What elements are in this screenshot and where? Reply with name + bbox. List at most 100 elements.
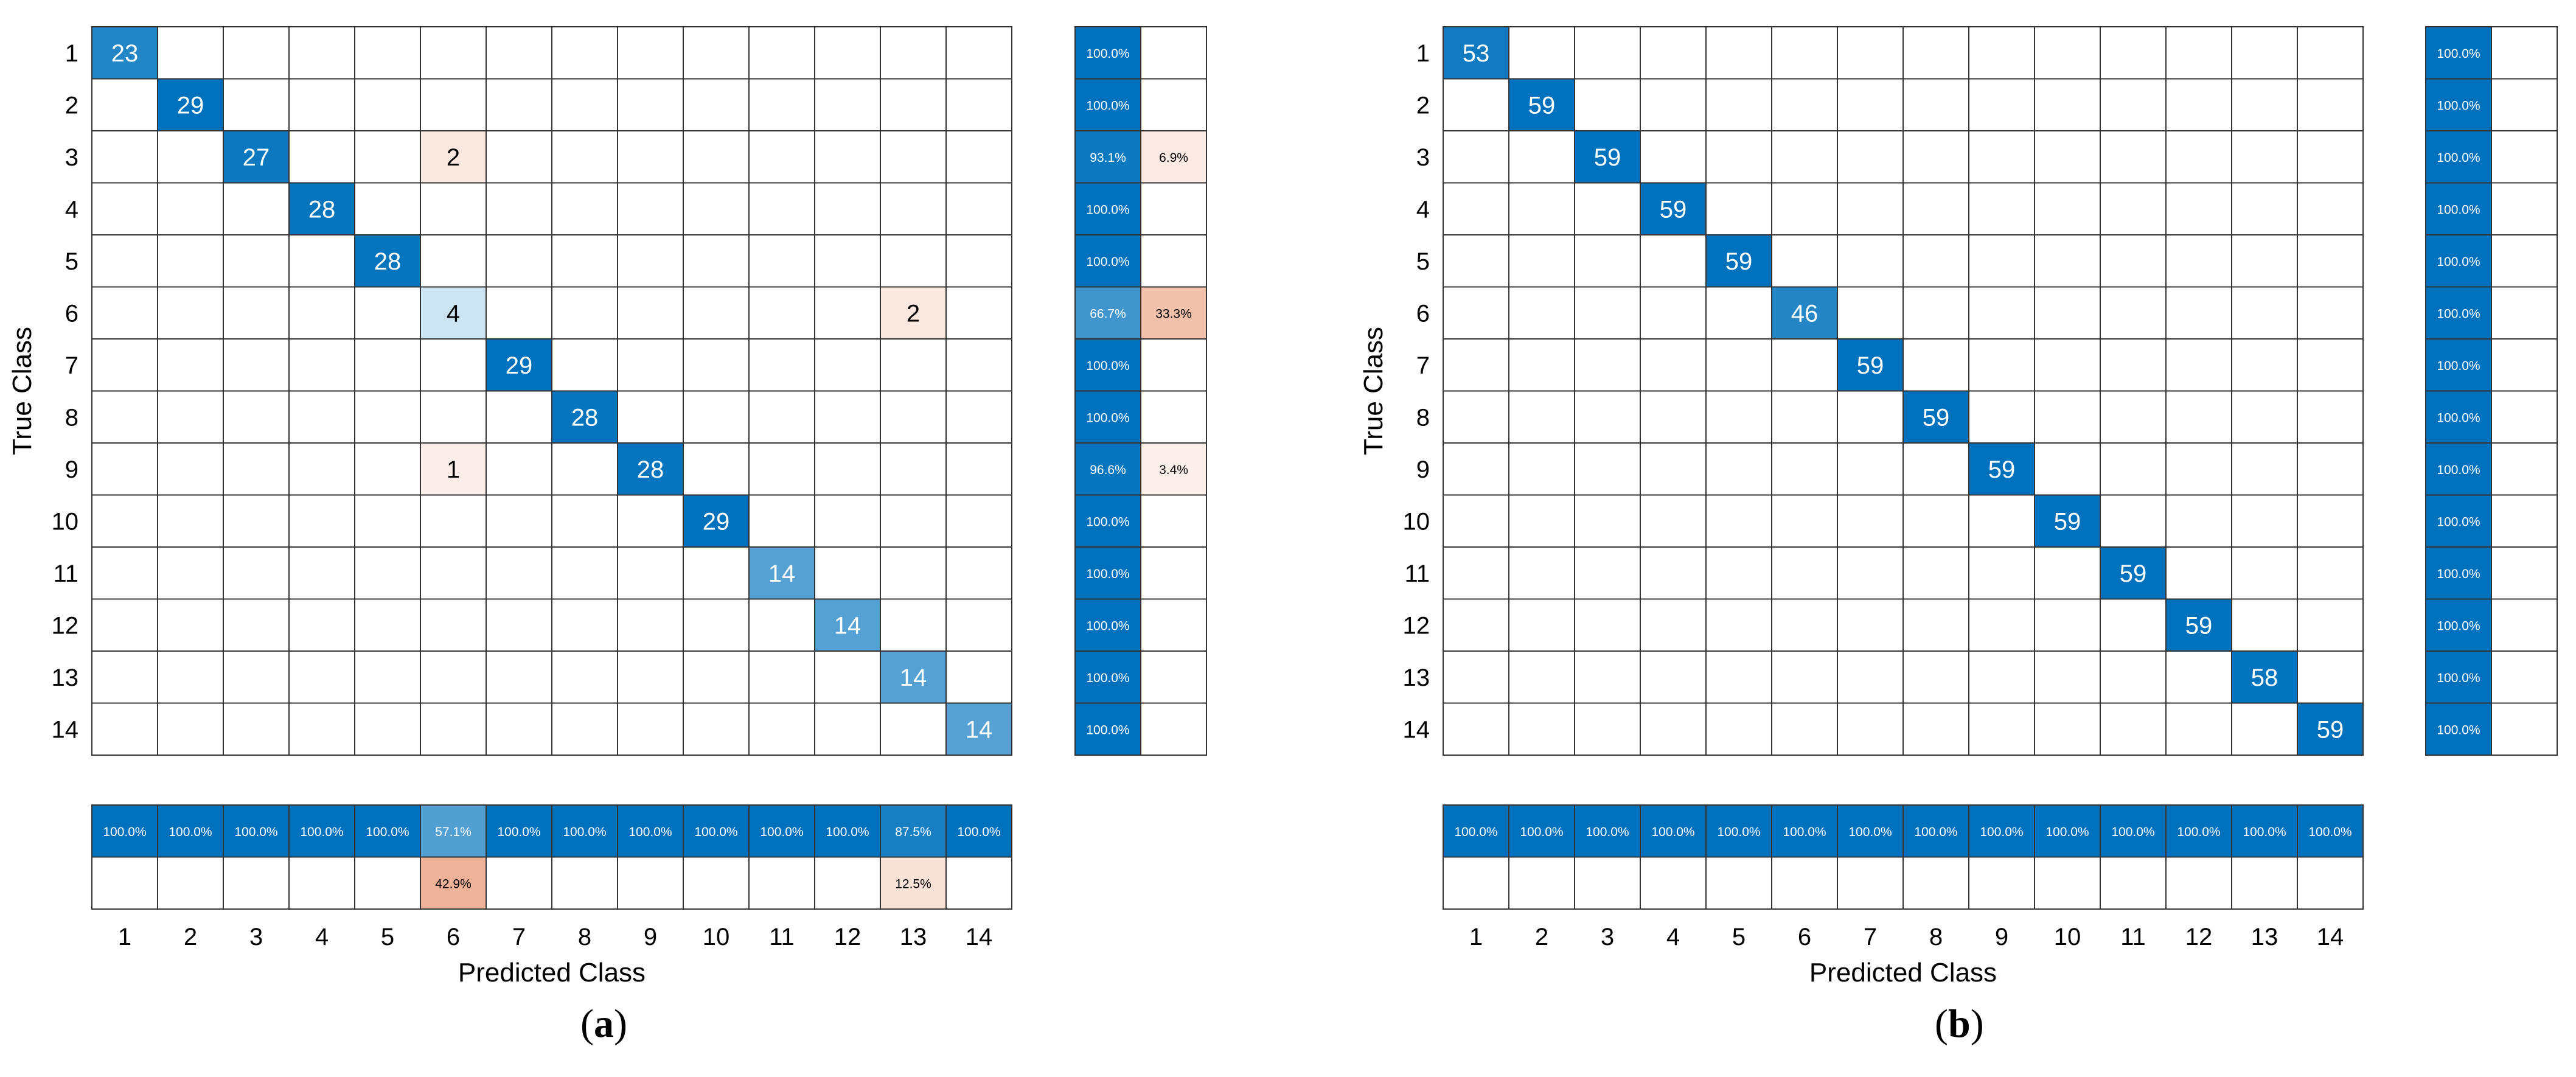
panel-a-row-tick: 7 xyxy=(65,352,78,379)
panel-b-grid-cell xyxy=(2231,442,2298,496)
panel-a-grid-cell xyxy=(486,442,552,496)
panel-b-grid-cell xyxy=(2231,702,2298,756)
panel-a-grid-cell xyxy=(748,78,815,131)
panel-a-grid-cell xyxy=(486,130,552,184)
panel-a-row-tick: 14 xyxy=(52,716,79,743)
panel-b-grid-cell xyxy=(2297,546,2364,600)
panel-a-col-summary-correct-label: 100.0% xyxy=(300,825,343,839)
panel-b-cell-label: 53 xyxy=(1463,40,1490,67)
panel-b-grid-cell xyxy=(1968,78,2035,131)
panel-a-col-tick: 10 xyxy=(703,924,730,950)
panel-label-a-close: ) xyxy=(613,1002,627,1046)
panel-a-grid-cell xyxy=(945,78,1012,131)
panel-b-col-summary-correct xyxy=(1640,804,1707,858)
panel-label-b-letter: b xyxy=(1948,1002,1971,1046)
panel-a-row-tick: 10 xyxy=(52,508,79,535)
panel-a-grid-cell xyxy=(617,26,684,80)
panel-b-row-tick: 7 xyxy=(1416,352,1430,379)
panel-a-grid-cell xyxy=(91,78,158,131)
panel-a-grid-cell xyxy=(551,546,618,600)
panel-b-row-summary-correct-label: 100.0% xyxy=(2437,671,2480,685)
panel-a-cell-label: 28 xyxy=(571,404,599,431)
panel-a-grid-cell xyxy=(880,182,947,235)
panel-a-grid-cell xyxy=(288,26,355,80)
panel-a-cell-mark xyxy=(486,338,552,392)
panel-a-col-summary-incorrect xyxy=(486,856,552,910)
panel-a-grid-cell xyxy=(157,494,224,548)
panel-b-col-summary-correct-label: 100.0% xyxy=(2045,825,2089,839)
panel-a-row-summary-incorrect xyxy=(1140,234,1207,288)
panel-b-row-summary-correct xyxy=(2425,442,2492,496)
panel-a-col-summary-correct xyxy=(223,804,290,858)
panel-b-grid-cell xyxy=(1837,494,1904,548)
panel-a-grid-cell xyxy=(551,130,618,184)
panel-b-row-summary-correct xyxy=(2425,130,2492,184)
panel-b-col-tick: 6 xyxy=(1798,924,1811,950)
panel-b-col-summary-correct xyxy=(1968,804,2035,858)
panel-b-grid-cell xyxy=(1902,234,1969,288)
panel-a-col-summary-incorrect xyxy=(617,856,684,910)
panel-b-col-summary-incorrect xyxy=(1968,856,2035,910)
panel-a-row-summary-incorrect xyxy=(1140,390,1207,444)
panel-a-grid-cell xyxy=(223,338,290,392)
panel-b-col-summary-incorrect xyxy=(2034,856,2101,910)
panel-b-col-summary-incorrect xyxy=(2100,856,2167,910)
panel-b-grid-cell xyxy=(1574,338,1641,392)
panel-b-row-summary-correct-label: 100.0% xyxy=(2437,47,2480,61)
panel-a-row-tick: 8 xyxy=(65,404,78,431)
panel-a-cell-mark xyxy=(683,494,750,548)
panel-a-grid-cell xyxy=(617,338,684,392)
panel-b-xlabel: Predicted Class xyxy=(1809,958,1997,988)
panel-a-col-summary-incorrect xyxy=(354,856,421,910)
panel-a-grid-cell xyxy=(223,390,290,444)
panel-b-grid-cell xyxy=(1574,494,1641,548)
panel-a-col-tick: 3 xyxy=(249,924,263,950)
panel-a-cell-mark xyxy=(288,182,355,235)
panel-a-grid-cell xyxy=(157,702,224,756)
panel-a-row-summary-correct-label: 100.0% xyxy=(1086,723,1129,737)
panel-a-grid-cell xyxy=(945,26,1012,80)
panel-a-row-tick: 3 xyxy=(65,144,78,171)
panel-a-row-summary-incorrect xyxy=(1140,442,1207,496)
panel-a-col-tick: 12 xyxy=(834,924,862,950)
panel-b-grid-cell xyxy=(1771,598,1838,652)
panel-a-grid-cell xyxy=(420,598,487,652)
panel-b-grid-cell xyxy=(2034,234,2101,288)
panel-b-grid-cell xyxy=(1443,78,1509,131)
panel-b-grid-cell xyxy=(2034,26,2101,80)
panel-a-cell-mark xyxy=(551,390,618,444)
panel-b-col-summary-correct xyxy=(2034,804,2101,858)
panel-b-cell-label: 59 xyxy=(2120,560,2147,587)
panel-a-row-summary-correct-label: 100.0% xyxy=(1086,99,1129,113)
panel-b-cell-mark xyxy=(1443,26,1509,80)
panel-a-col-summary-correct-label: 100.0% xyxy=(563,825,606,839)
panel-b-grid-cell xyxy=(2034,390,2101,444)
panel-b-grid-cell xyxy=(1902,546,1969,600)
panel-b-col-summary-incorrect xyxy=(1705,856,1772,910)
panel-b-grid-cell xyxy=(1705,78,1772,131)
panel-b-grid-cell xyxy=(1443,234,1509,288)
panel-b-grid-cell xyxy=(1705,442,1772,496)
panel-b-grid-cell xyxy=(2034,130,2101,184)
panel-a-grid-cell xyxy=(880,26,947,80)
panel-a-grid-cell xyxy=(880,130,947,184)
panel-a-grid-cell xyxy=(486,286,552,340)
panel-a-grid-cell xyxy=(880,598,947,652)
panel-b-grid-cell xyxy=(1508,234,1575,288)
panel-b-grid-cell xyxy=(1902,338,1969,392)
panel-a-grid-cell xyxy=(91,494,158,548)
panel-b-grid-cell xyxy=(1771,234,1838,288)
panel-b-grid-cell xyxy=(1640,598,1707,652)
panel-a-grid-cell xyxy=(354,598,421,652)
panel-b-grid-cell xyxy=(2165,234,2232,288)
panel-b-grid-cell xyxy=(1837,286,1904,340)
panel-a-col-summary-correct xyxy=(814,804,881,858)
panel-a-col-summary-correct-label: 100.0% xyxy=(234,825,277,839)
panel-b-row-summary-incorrect xyxy=(2491,494,2558,548)
panel-a-grid-cell xyxy=(814,26,881,80)
panel-b-grid-cell xyxy=(1837,26,1904,80)
panel-a-grid-cell xyxy=(288,78,355,131)
panel-b-cell-mark xyxy=(1902,390,1969,444)
panel-b-grid-cell xyxy=(1771,702,1838,756)
